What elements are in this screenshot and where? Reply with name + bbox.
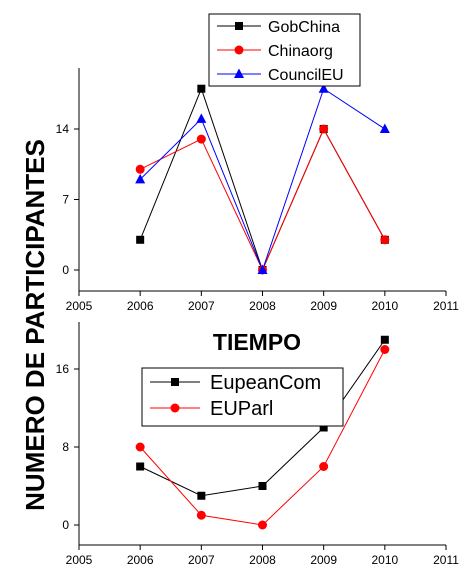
top-legend-items: GobChina Chinaorg CouncilEU [217,19,344,84]
bottom-point-euparl [380,345,390,354]
top-legend-marker-gobchina [235,22,243,30]
top-point-chinaorg [135,164,145,174]
top-series-line-gobchina [139,87,386,272]
bottom-x-tick-label: 2006 [127,553,154,567]
bottom-y-tick-label: 8 [62,440,69,454]
top-x-tick-label: 2005 [66,299,93,313]
bottom-point-eupeancom [136,462,145,471]
top-x-tick-label: 2010 [371,299,398,313]
bottom-point-eupeancom [197,491,206,500]
top-legend: GobChina Chinaorg CouncilEU [208,13,361,87]
top-x-tick-label: 2007 [188,299,215,313]
top-chart: 2005 2006 2007 2008 2009 2010 2011 0 7 14 TIEMPO… [56,13,459,355]
bottom-point-euparl [135,442,145,452]
bottom-legend-items: EupeanCom EUParl [150,372,321,420]
bottom-x-tick-label: 2009 [310,553,337,567]
bottom-legend-marker-eupeancom [171,378,179,386]
top-x-ticks: 2005 2006 2007 2008 2009 2010 2011 [66,291,459,313]
top-legend-label-councileu: CouncilEU [268,67,344,84]
bottom-legend-label-euparl: EUParl [210,398,273,420]
bottom-x-ticks: 2005 2006 2007 2008 2009 2010 2011 [66,545,459,567]
top-series-group [135,83,390,275]
top-y-ticks: 0 7 14 [56,122,79,277]
top-point-chinaorg [319,124,329,134]
top-legend-label-chinaorg: Chinaorg [268,43,333,60]
bottom-point-euparl [319,462,329,471]
bottom-y-ticks: 0 8 16 [56,362,79,532]
bottom-x-tick-label: 2005 [66,553,93,567]
bottom-x-tick-label: 2010 [371,553,398,567]
top-x-tick-label: 2008 [249,299,276,313]
bottom-point-euparl [196,510,206,520]
bottom-point-euparl [258,520,267,530]
y-axis-title: NUMERO DE PARTICIPANTES [20,139,50,511]
top-y-tick-label: 0 [62,263,69,277]
bottom-legend-label-eupeancom: EupeanCom [210,372,321,394]
top-x-axis-title: TIEMPO [213,329,301,355]
bottom-point-eupeancom [319,423,328,432]
top-x-tick-label: 2011 [433,299,459,313]
bottom-legend-box [141,367,344,427]
bottom-legend-marker-euparl [170,403,180,413]
top-point-councileu [257,264,268,274]
top-point-councileu [379,123,390,133]
bottom-series-group [135,335,390,530]
bottom-x-tick-label: 2011 [433,553,459,567]
top-x-tick-label: 2009 [310,299,337,313]
bottom-x-tick-label: 2007 [188,553,215,567]
bottom-point-eupeancom [258,482,267,490]
shared-y-axis-label: NUMERO DE PARTICIPANTES [20,139,50,511]
top-point-councileu [318,83,329,93]
top-legend-label-gobchina: GobChina [268,19,340,36]
top-point-gobchina [197,84,206,93]
top-point-councileu [196,113,207,123]
top-series-line-councileu [139,87,386,272]
bottom-y-tick-label: 16 [56,362,70,376]
top-y-tick-label: 14 [56,122,70,136]
top-point-gobchina [136,235,145,244]
top-legend-marker-councileu [234,68,244,78]
bottom-y-tick-label: 0 [62,518,69,532]
bottom-point-eupeancom [380,335,389,344]
top-x-tick-label: 2006 [127,299,154,313]
top-point-councileu [135,173,146,184]
top-legend-marker-chinaorg [234,45,244,55]
top-point-chinaorg [380,235,390,245]
top-y-tick-label: 7 [62,193,69,207]
bottom-x-tick-label: 2008 [249,553,276,567]
top-point-chinaorg [196,134,206,144]
bottom-legend: EupeanCom EUParl [141,367,344,427]
bottom-chart: 2005 2006 2007 2008 2009 2010 2011 0 8 16 Eupean… [56,322,459,567]
